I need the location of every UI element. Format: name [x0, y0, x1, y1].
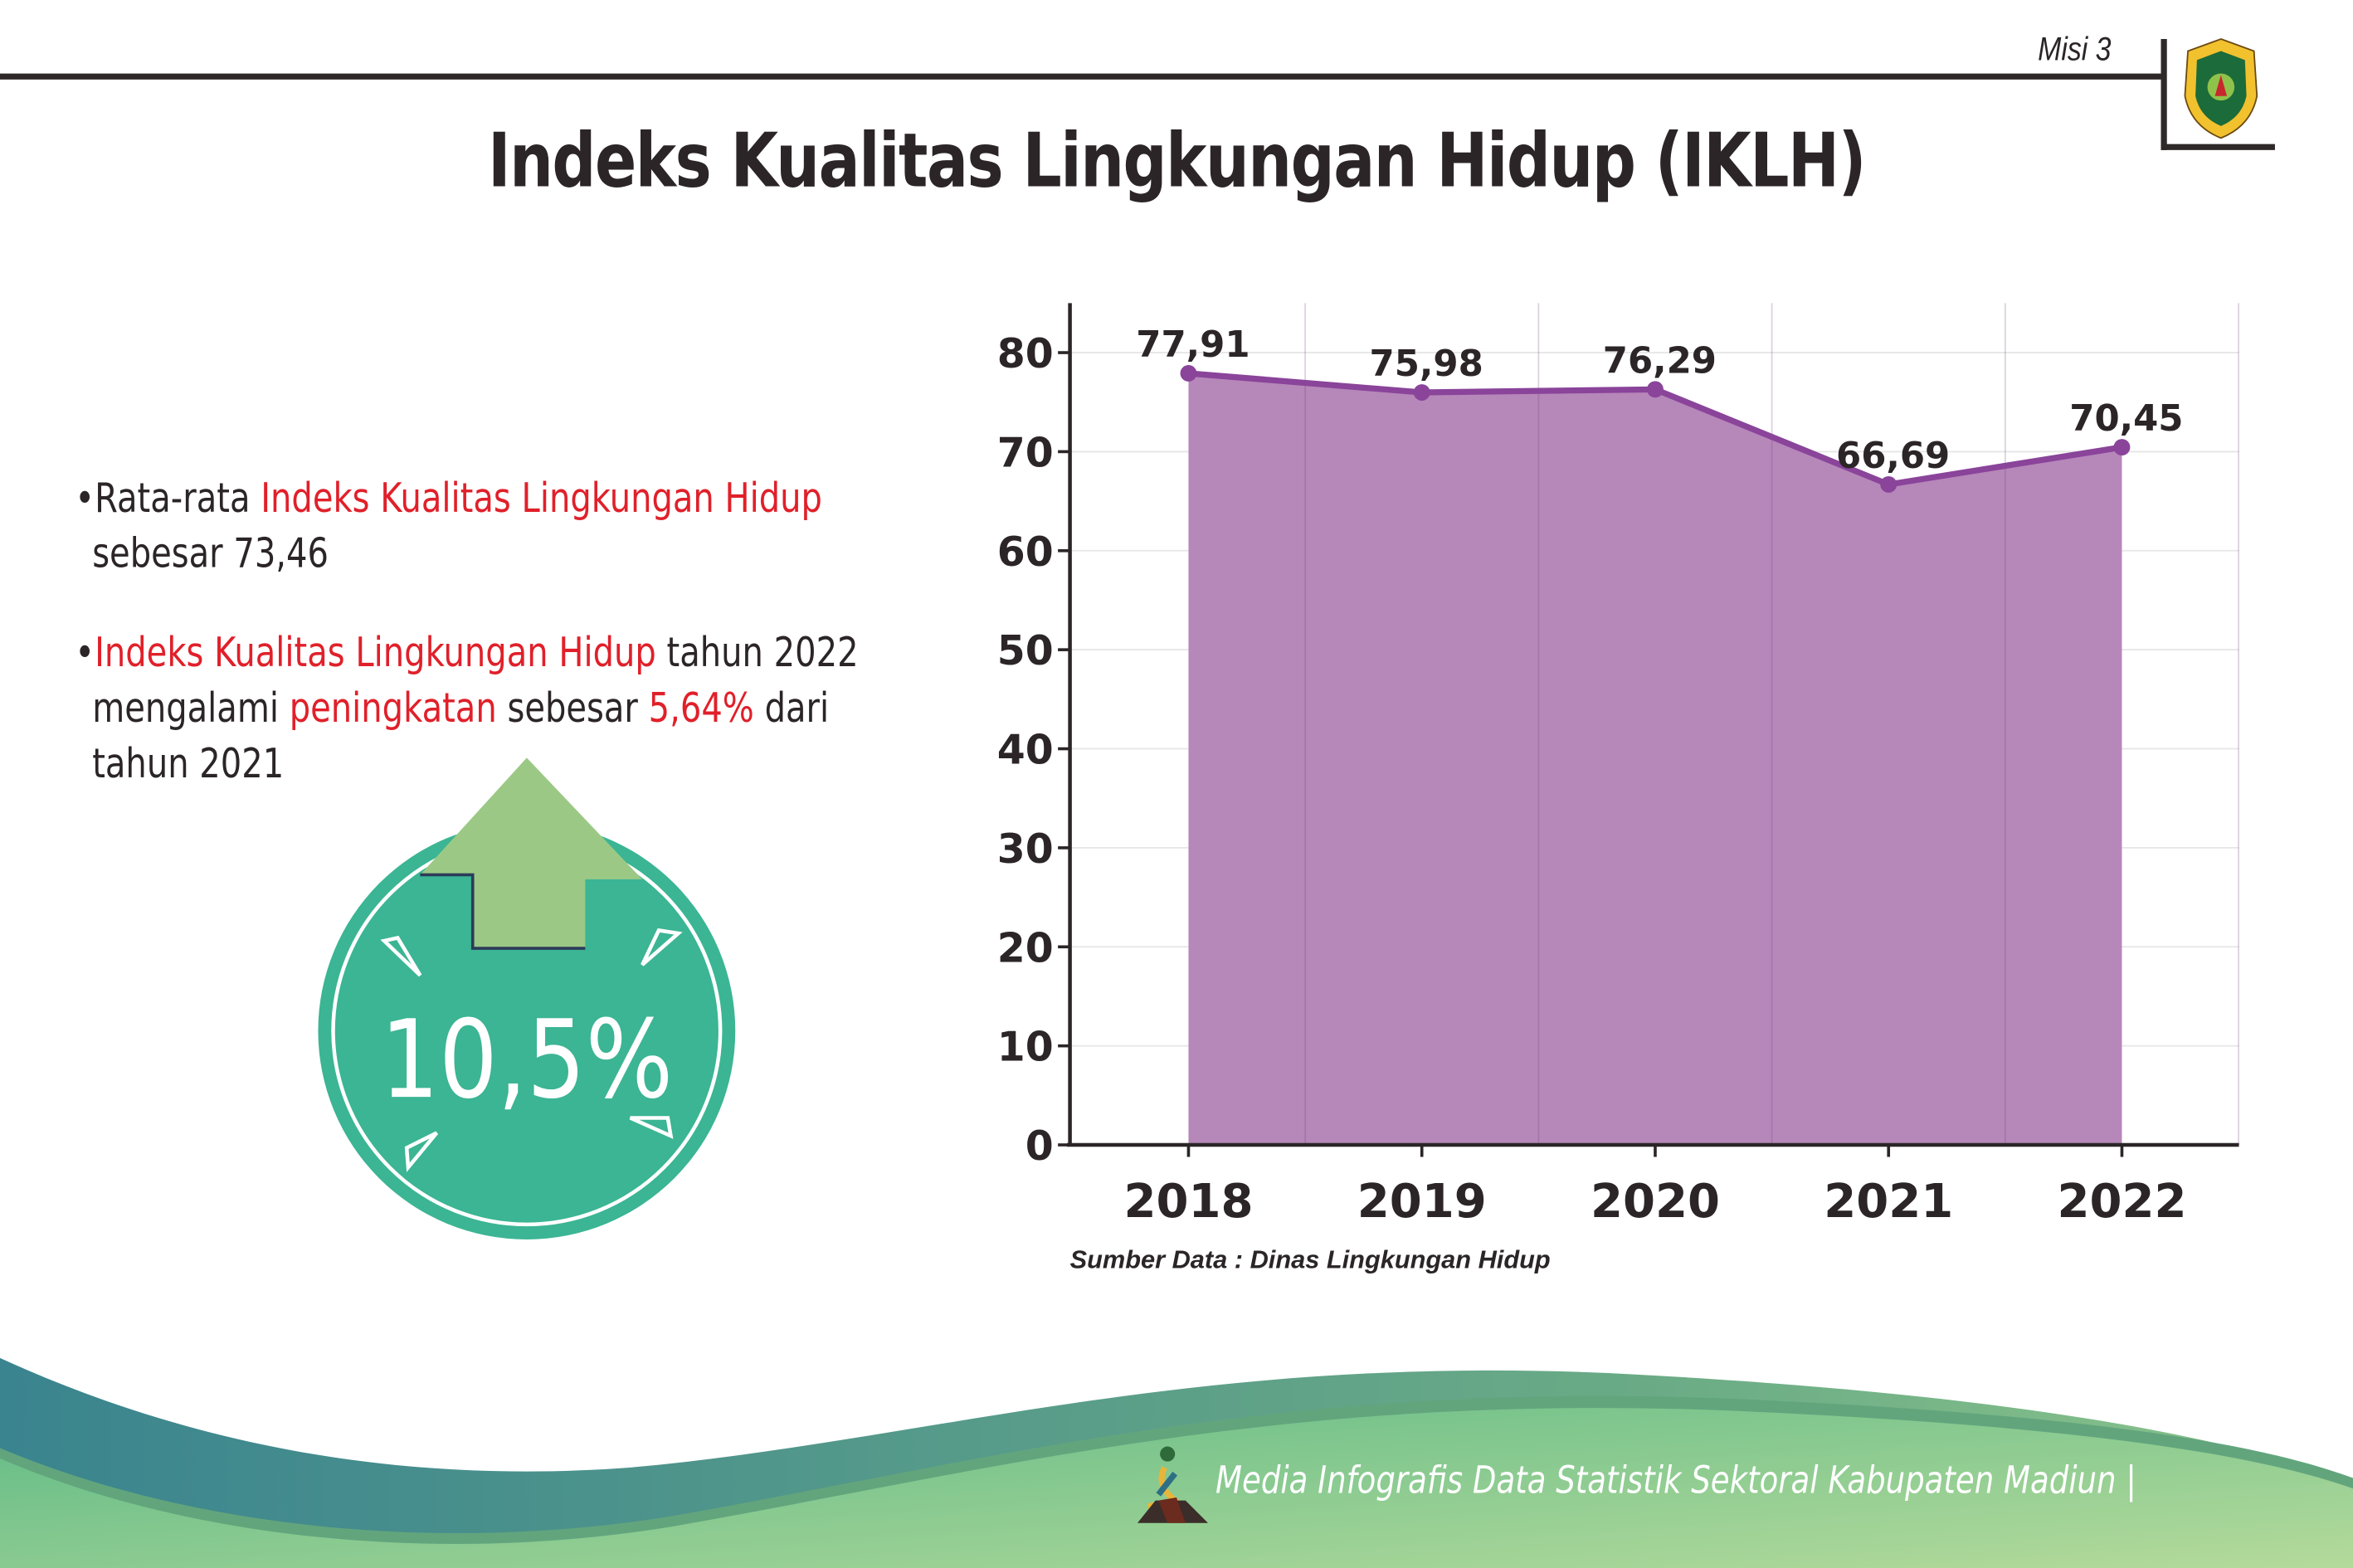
data-label: 76,29: [1603, 340, 1717, 382]
mission-label: Misi 3: [2038, 30, 2112, 68]
text: sebesar: [496, 685, 649, 733]
x-tick-label: 2021: [1824, 1175, 1953, 1229]
data-label: 77,91: [1136, 324, 1250, 366]
bullet-average: •Rata-rata Indeks Kualitas Lingkungan Hi…: [75, 471, 822, 582]
increase-badge: 10,5%: [318, 757, 736, 1239]
footer-text: Media Infografis Data Statistik Sektoral…: [1215, 1458, 2136, 1502]
data-point: [1413, 384, 1430, 401]
y-tick-label: 60: [997, 528, 1054, 576]
text: dari: [753, 685, 830, 733]
data-point: [1880, 475, 1898, 493]
highlight: Indeks Kualitas Lingkungan Hidup: [261, 475, 822, 523]
y-tick-label: 20: [997, 924, 1054, 971]
y-tick-label: 70: [997, 429, 1054, 476]
arrow-up-icon: [420, 757, 643, 950]
data-point: [1647, 381, 1664, 398]
data-point: [2113, 439, 2131, 455]
data-label: 66,69: [1836, 436, 1950, 477]
highlight: peningkatan: [289, 685, 497, 733]
text: sebesar 73,46: [92, 531, 329, 578]
sparkle-icon: [380, 928, 683, 1172]
highlight: 5,64%: [648, 685, 754, 733]
y-tick-label: 0: [1025, 1122, 1054, 1170]
badge-circle: [318, 822, 736, 1239]
data-point: [1180, 365, 1197, 382]
x-tick-label: 2020: [1591, 1175, 1720, 1229]
y-tick-label: 50: [997, 627, 1054, 674]
bullet-change: •Indeks Kualitas Lingkungan Hidup tahun …: [75, 626, 858, 792]
header-rule: [0, 73, 2161, 80]
text: mengalami: [92, 685, 290, 733]
text: Rata-rata: [95, 475, 261, 523]
area-fill: [1188, 373, 2122, 1146]
x-tick-label: 2018: [1123, 1175, 1253, 1229]
data-label: 75,98: [1370, 343, 1483, 385]
iklh-chart: 77,91 75,98 76,29 66,69 70,45 0 10 20 30 40 50 60 7…: [997, 303, 2239, 1229]
vertical-grid: [1304, 303, 2239, 1146]
text: tahun 2022: [655, 630, 859, 677]
y-tick-label: 80: [997, 330, 1054, 377]
text: tahun 2021: [92, 741, 285, 788]
data-label: 70,45: [2069, 398, 2183, 440]
y-tick-label: 40: [997, 727, 1054, 774]
badge-value: 10,5%: [380, 996, 673, 1122]
statistics-mascot-icon: [1137, 1446, 1208, 1523]
regency-logo: [2184, 38, 2258, 139]
y-tick-label: 30: [997, 825, 1054, 873]
bullet-dot: •: [75, 630, 95, 677]
logo-frame: [2161, 38, 2275, 150]
x-tick-label: 2022: [2057, 1175, 2186, 1229]
page-title: Indeks Kualitas Lingkungan Hidup (IKLH): [487, 117, 1867, 204]
data-source: Sumber Data : Dinas Lingkungan Hidup: [1069, 1245, 1551, 1274]
x-tick-label: 2019: [1357, 1175, 1487, 1229]
y-tick-label: 10: [997, 1024, 1054, 1071]
bullet-dot: •: [75, 475, 95, 523]
footer-wave: [0, 1357, 2353, 1568]
highlight: Indeks Kualitas Lingkungan Hidup: [95, 630, 656, 677]
